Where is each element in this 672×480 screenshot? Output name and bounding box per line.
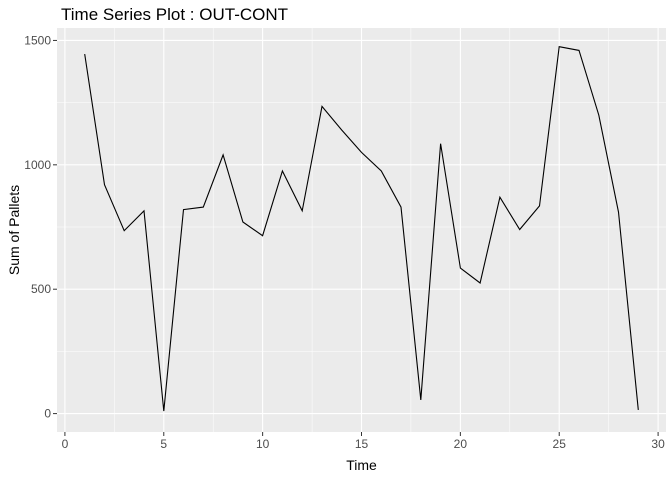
- x-tick-label: 30: [651, 437, 665, 451]
- y-axis-title: Sum of Pallets: [6, 185, 22, 275]
- x-tick-label: 20: [454, 437, 468, 451]
- x-tick-label: 5: [160, 437, 167, 451]
- y-tick-label: 0: [44, 407, 51, 421]
- x-tick-label: 25: [553, 437, 567, 451]
- axes: 0 5 10 15 20 25 30 0 500 1000 1500: [24, 33, 665, 451]
- series-line: [84, 46, 639, 412]
- y-tick-label: 1000: [24, 158, 51, 172]
- y-tick-label: 1500: [24, 33, 51, 47]
- chart-title: Time Series Plot : OUT-CONT: [61, 5, 289, 24]
- x-tick-label: 10: [256, 437, 270, 451]
- x-axis-title: Time: [346, 457, 377, 473]
- x-tick-label: 0: [62, 437, 69, 451]
- grid-lines: [57, 28, 666, 432]
- x-tick-label: 15: [355, 437, 369, 451]
- y-tick-label: 500: [31, 282, 51, 296]
